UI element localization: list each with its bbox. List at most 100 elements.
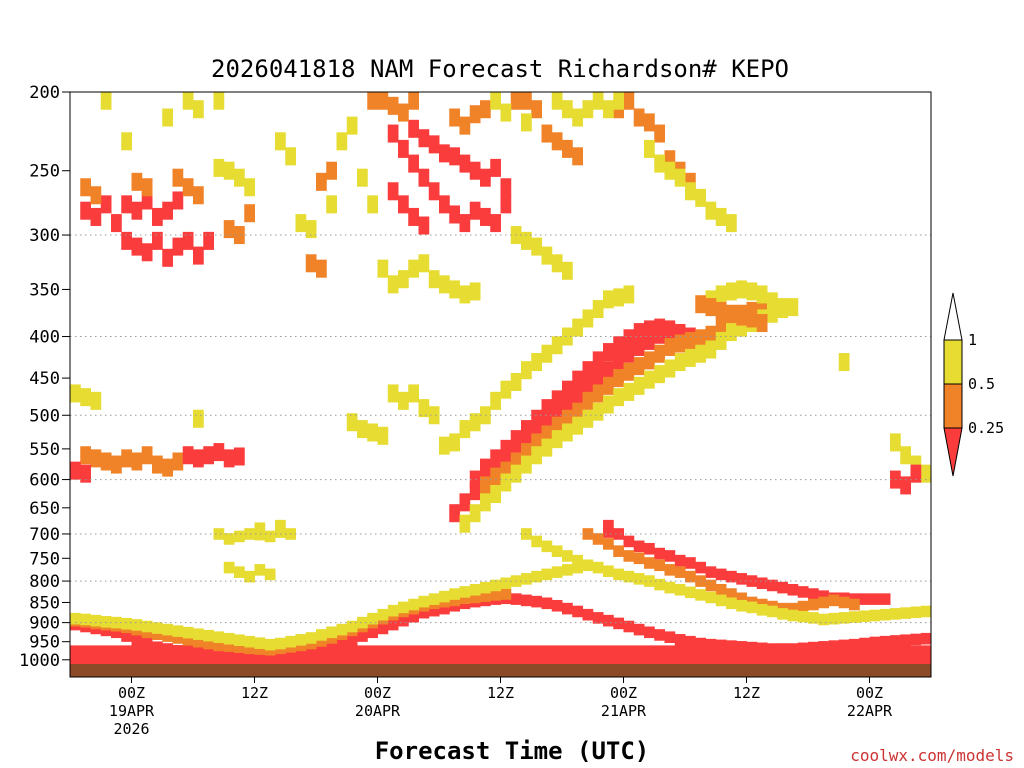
ri-cell [715,285,727,304]
ri-cell [469,105,481,124]
ri-cell [654,578,665,591]
ri-cell [172,452,184,471]
ri-cell [674,634,686,646]
ri-cell [162,643,173,655]
ri-cell [715,594,727,607]
ri-cell [428,406,440,425]
x-tick-label: 12Z [487,684,514,702]
ri-cell [859,593,870,605]
ri-cell [326,161,337,180]
ri-cell [316,629,327,641]
ri-cell [500,588,512,600]
ri-cell [398,195,409,214]
ri-cell [756,314,768,333]
ri-cell [521,455,532,474]
ri-cell [613,369,624,388]
ri-cell [182,626,194,639]
ri-cell [254,643,266,655]
ri-cell [408,384,419,403]
ri-cell [182,646,194,658]
ri-cell [541,438,553,457]
ri-cell [715,207,727,226]
ri-cell [428,604,440,617]
ri-cell [121,449,132,468]
ri-cell [623,344,635,363]
y-tick-label: 550 [29,440,60,460]
ri-cell [316,643,327,656]
ri-cell [275,132,286,151]
ri-cell [685,331,696,350]
ri-cell [562,100,573,119]
ri-cell [592,402,604,421]
ri-cell [428,135,440,154]
y-tick-label: 1000 [19,651,60,671]
ri-cell [756,604,768,616]
ri-cell [715,316,727,335]
ri-cell [398,601,409,614]
x-tick-label: 2026 [113,720,149,738]
ri-cell [377,622,389,635]
ri-cell [346,634,358,646]
ri-cell [838,596,850,609]
ri-cell [521,573,532,585]
ri-cell [500,178,512,197]
ri-cell [141,243,153,262]
ri-cell [449,280,460,299]
ri-cell [500,461,512,480]
ri-cell [357,616,368,629]
ri-cell [213,158,225,177]
ri-cell [254,637,266,649]
ri-cell [664,631,676,643]
ri-cell [767,292,778,311]
ri-cell [736,599,747,612]
y-tick-label: 350 [29,280,60,300]
legend: 1 0.5 0.25 [943,292,1004,477]
ri-cell [838,639,850,652]
ri-cell [705,566,717,578]
ri-cell [418,168,430,187]
ri-cell [480,590,491,602]
ri-cell [695,589,706,601]
ri-cell [633,623,645,636]
ri-cell [603,538,614,550]
ri-cell [162,201,173,220]
ri-cell [603,519,614,538]
ground-layer [70,663,931,677]
y-tick-label: 300 [29,226,60,246]
ri-cell [900,476,911,495]
ri-cell [285,635,296,648]
ri-cell [654,325,665,344]
ri-cell [531,446,542,465]
ri-cell [408,91,419,110]
ri-cell [582,559,594,572]
ri-cell [193,628,204,640]
ri-cell [726,597,737,610]
ri-cell [859,610,870,623]
ri-cell [459,493,471,512]
ri-cell [439,436,450,455]
ri-cell [510,452,522,471]
ri-cell [418,129,430,148]
ri-cell [459,116,471,135]
ri-cell [131,619,143,631]
ri-region-right-upper-orange [695,295,768,333]
ri-cell [633,573,645,585]
ri-cell [480,458,491,477]
ri-cell [387,182,399,201]
ri-cell [551,599,563,612]
ri-cell [531,237,542,256]
ri-cell [193,186,204,205]
ri-cell [244,642,255,655]
ri-cell [869,593,881,605]
ri-cell [787,643,799,655]
ri-cell [705,638,717,651]
x-tick-label: 20APR [355,702,401,720]
ri-cell [521,113,532,132]
ri-cell [664,581,676,594]
ri-cell [152,622,163,634]
ri-cell [387,604,399,617]
ri-cell [377,426,389,445]
ri-cell [541,399,553,418]
ri-cell [234,566,245,578]
x-tick-label: 19APR [109,702,155,720]
